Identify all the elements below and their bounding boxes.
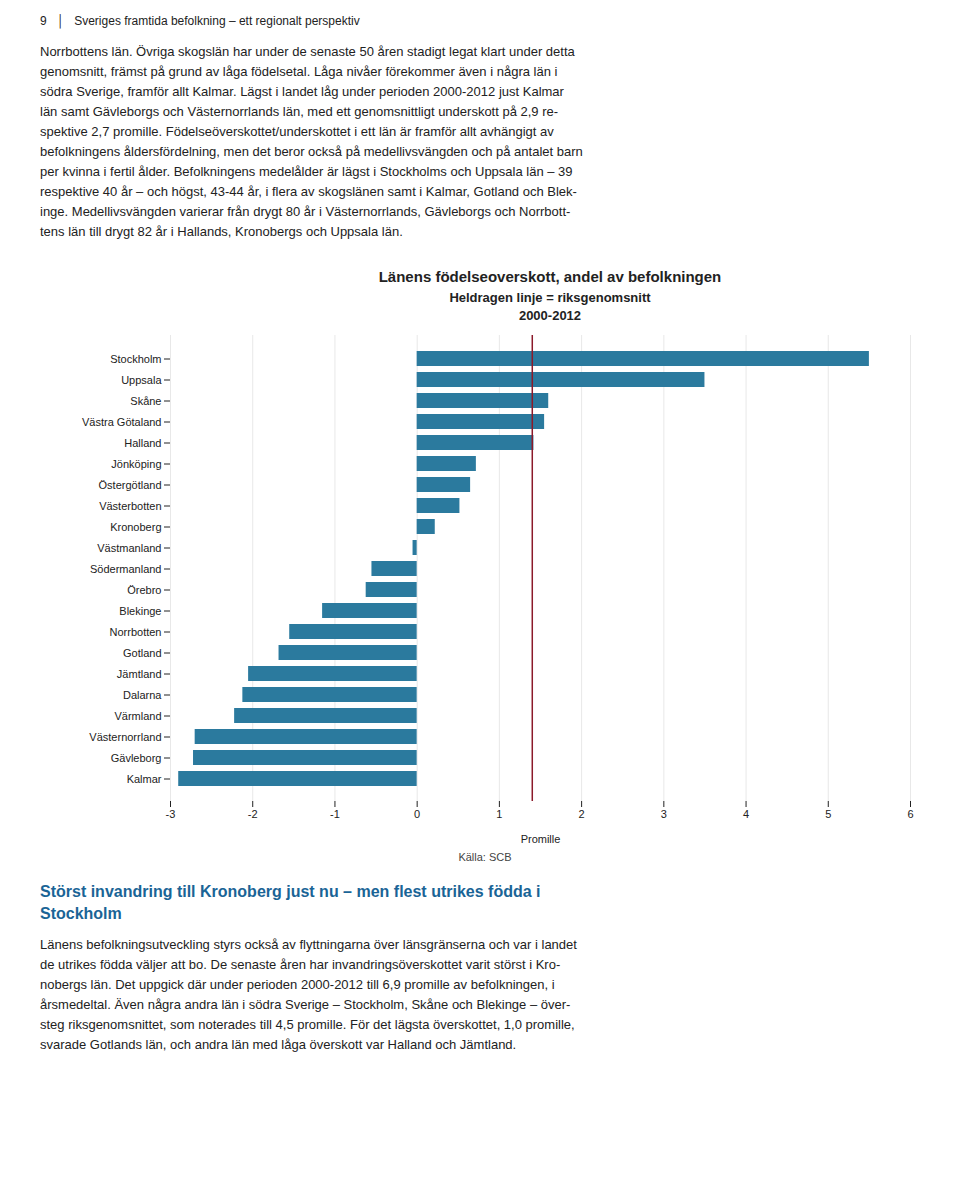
svg-text:Västra Götaland: Västra Götaland [82,416,162,428]
svg-text:Östergötland: Östergötland [99,479,162,491]
svg-text:5: 5 [825,808,831,820]
svg-text:-1: -1 [330,808,340,820]
svg-text:6: 6 [907,808,913,820]
svg-text:Dalarna: Dalarna [123,689,162,701]
svg-text:Jönköping: Jönköping [111,458,161,470]
svg-text:-3: -3 [166,808,176,820]
html-text:Sveriges framtida befolkning –: Sveriges framtida befolkning – ett regio… [74,14,360,28]
svg-text:4: 4 [743,808,749,820]
html-text:Störst invandring till Kronobe: Störst invandring till Kronoberg just nu… [40,883,541,922]
svg-text:Blekinge: Blekinge [119,605,161,617]
svg-text:Kalmar: Kalmar [127,773,162,785]
svg-text:Värmland: Värmland [114,710,161,722]
svg-text:Halland: Halland [124,437,161,449]
html-text:Länens befolkningsutveckling s: Länens befolkningsutveckling styrs också… [40,937,577,1052]
svg-text:0: 0 [414,808,420,820]
svg-text:1: 1 [496,808,502,820]
svg-text:2: 2 [579,808,585,820]
html-text:Källa: SCB: Källa: SCB [458,851,512,863]
html-text:Norrbottens län. Övriga skogsl: Norrbottens län. Övriga skogslän har und… [40,44,583,239]
svg-text:Gävleborg: Gävleborg [111,752,162,764]
svg-text:Norrbotten: Norrbotten [110,626,162,638]
svg-text:Södermanland: Södermanland [90,563,162,575]
svg-text:Jämtland: Jämtland [117,668,162,680]
svg-text:Gotland: Gotland [123,647,162,659]
svg-text:-2: -2 [248,808,258,820]
svg-text:Västmanland: Västmanland [97,542,161,554]
svg-text:Promille: Promille [521,833,561,845]
svg-text:Västernorrland: Västernorrland [89,731,161,743]
svg-text:3: 3 [661,808,667,820]
svg-text:Stockholm: Stockholm [110,353,161,365]
svg-text:Skåne: Skåne [130,395,161,407]
svg-text:Uppsala: Uppsala [121,374,162,386]
html-text:2000-2012: 2000-2012 [518,308,582,323]
html-text:Länens födelseoverskott, andel: Länens födelseoverskott, andel av befolk… [378,268,722,285]
svg-text:Kronoberg: Kronoberg [110,521,161,533]
html-text:Heldragen linje = riksgenomsni: Heldragen linje = riksgenomsnitt [449,290,651,305]
html-text:9: 9 [40,14,47,28]
svg-text:Västerbotten: Västerbotten [99,500,161,512]
svg-text:Örebro: Örebro [127,584,161,596]
